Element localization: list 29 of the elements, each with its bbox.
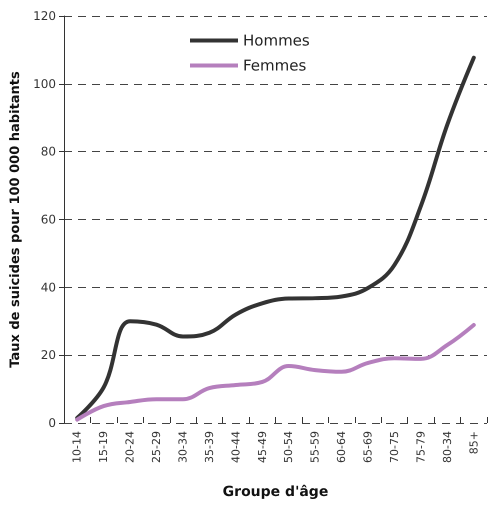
x-axis-title: Groupe d'âge (222, 484, 328, 500)
legend-label: Hommes (243, 32, 310, 50)
x-tick-label: 70-75 (388, 431, 401, 463)
x-tick-label: 30-34 (176, 431, 190, 463)
x-tick-label: 75-79 (414, 431, 428, 463)
x-tick-label: 35-39 (202, 431, 216, 463)
legend-label: Femmes (243, 56, 306, 74)
y-tick-label: 120 (33, 9, 56, 23)
x-tick-label: 45-49 (256, 431, 269, 463)
y-tick-label: 80 (40, 144, 56, 159)
x-tick-label: 15-19 (97, 431, 110, 463)
y-tick-label: 20 (40, 348, 56, 362)
x-tick-label: 10-14 (70, 431, 84, 463)
line-series (75, 322, 476, 422)
x-tick-label: 25-29 (150, 431, 164, 463)
x-tick-label: 80-34 (440, 431, 454, 463)
y-tick-label: 40 (40, 280, 56, 294)
x-tick-label: 65-69 (362, 431, 375, 463)
line-series (75, 56, 476, 420)
x-tick-label: 20-24 (124, 431, 137, 463)
y-axis-title: Taux de suicides pour 100 000 habitants (8, 70, 24, 368)
x-tick-label: 55-59 (308, 431, 322, 463)
y-tick-label: 60 (40, 212, 56, 226)
y-tick-label: 100 (33, 76, 56, 91)
x-tick-label: 85+ (467, 431, 480, 454)
y-tick-label: 0 (48, 416, 56, 430)
x-tick-label: 50-54 (282, 431, 296, 463)
x-tick-label: 40-44 (229, 431, 242, 463)
x-tick-label: 60-64 (335, 431, 348, 463)
